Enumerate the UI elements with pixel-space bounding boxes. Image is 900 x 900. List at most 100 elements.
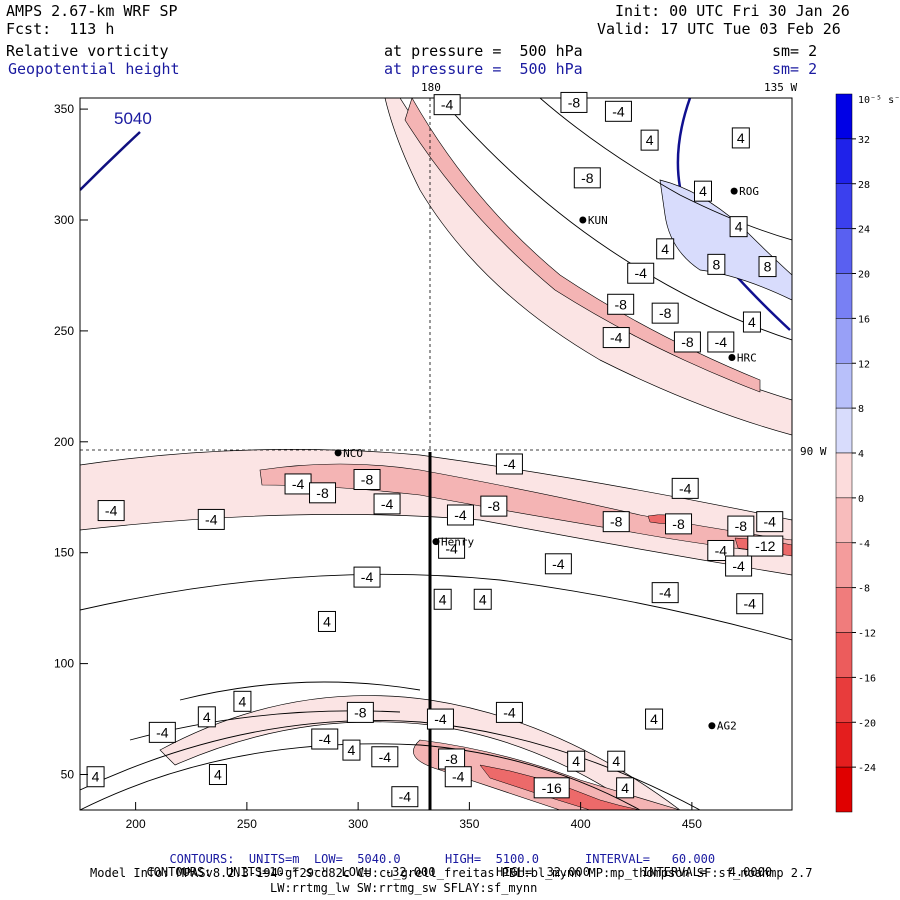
colorbar-tick-label: 20 (858, 270, 870, 281)
svg-text:-8: -8 (316, 485, 329, 501)
contour-label: -16 (533, 777, 570, 799)
contour-label: -4 (148, 721, 176, 743)
field1-name: Relative vorticity (6, 42, 169, 60)
svg-text:-4: -4 (381, 496, 394, 512)
svg-text:-8: -8 (361, 472, 374, 488)
svg-text:-4: -4 (715, 334, 728, 350)
svg-text:-4: -4 (292, 476, 305, 492)
svg-text:-8: -8 (681, 334, 694, 350)
svg-text:-4: -4 (634, 265, 647, 281)
svg-text:4: 4 (661, 241, 669, 257)
svg-text:-8: -8 (735, 518, 748, 534)
svg-text:4: 4 (612, 753, 620, 769)
svg-text:-4: -4 (452, 769, 465, 785)
svg-text:-8: -8 (568, 94, 581, 110)
init-time: Init: 00 UTC Fri 30 Jan 26 (615, 2, 850, 20)
contour-label: -4 (371, 746, 399, 768)
svg-text:4: 4 (735, 219, 743, 235)
y-tick-label: 300 (54, 213, 74, 227)
colorbar-tick-label: -16 (858, 673, 876, 684)
contour-label: -4 (373, 493, 401, 515)
svg-text:-4: -4 (503, 704, 516, 720)
svg-text:-8: -8 (672, 516, 685, 532)
contour-label: 4 (607, 750, 626, 772)
station-marker: ROG (730, 185, 759, 198)
contour-label: -4 (438, 537, 466, 559)
contour-label: -8 (673, 331, 701, 353)
svg-text:-4: -4 (434, 711, 447, 727)
svg-text:-4: -4 (156, 724, 169, 740)
field1-smoothing: sm= 2 (772, 42, 818, 60)
svg-text:-4: -4 (441, 97, 454, 113)
y-tick-label: 350 (54, 102, 74, 116)
x-tick-label: 300 (348, 817, 368, 831)
forecast-hour: Fcst: 113 h (6, 20, 115, 38)
contour-label: -4 (426, 708, 454, 730)
station-marker: AG2 (708, 720, 737, 733)
svg-text:-4: -4 (503, 456, 516, 472)
svg-text:-4: -4 (454, 507, 467, 523)
colorbar-segment (835, 318, 853, 364)
svg-text:Henry: Henry (441, 536, 474, 549)
svg-text:-4: -4 (732, 558, 745, 574)
lon-label-135w: 135 W (764, 81, 797, 94)
svg-text:-4: -4 (379, 749, 392, 765)
contour-label: 4 (742, 311, 761, 333)
contour-label: 8 (707, 253, 726, 275)
svg-text:4: 4 (646, 132, 654, 148)
svg-text:AG2: AG2 (717, 720, 737, 733)
contour-label: -8 (309, 482, 337, 504)
contour-label: -4 (602, 327, 630, 349)
y-tick-label: 50 (61, 768, 75, 782)
footer-vorticity-info: CONTOURS: UNITS=10⁻⁵ s⁻¹ LOW= -32.000 HIG… (146, 865, 773, 879)
contour-label: -8 (602, 511, 630, 533)
footer-model-info: Model Info: MPASv8.2.3-194-gf29cd82c CU:… (90, 866, 813, 880)
x-tick-label: 250 (237, 817, 257, 831)
colorbar-tick-label: 24 (858, 225, 870, 236)
contour-label: -8 (346, 701, 374, 723)
svg-text:-12: -12 (755, 538, 775, 554)
negative-band-middle (80, 449, 792, 576)
y-tick-label: 100 (54, 657, 74, 671)
contour-label: -4 (604, 100, 632, 122)
x-axis: 200 250 300 350 400 450 (126, 802, 702, 831)
colorbar-segment (835, 766, 853, 813)
field2-level: at pressure = 500 hPa (384, 60, 583, 78)
svg-text:-4: -4 (610, 330, 623, 346)
x-tick-label: 400 (571, 817, 591, 831)
svg-text:4: 4 (737, 130, 745, 146)
contour-label: -4 (495, 453, 523, 475)
contour-label: -8 (665, 513, 693, 535)
svg-text:-4: -4 (361, 569, 374, 585)
contour-label: -8 (573, 167, 601, 189)
contour-label: 4 (729, 216, 748, 238)
contour-label: 4 (342, 739, 361, 761)
svg-text:-8: -8 (614, 296, 627, 312)
contour-label: -4 (725, 555, 753, 577)
svg-text:4: 4 (650, 711, 658, 727)
field1-level: at pressure = 500 hPa (384, 42, 583, 60)
station-marker: KUN (579, 214, 608, 227)
svg-text:-4: -4 (715, 542, 728, 558)
svg-text:4: 4 (92, 769, 100, 785)
svg-text:4: 4 (621, 780, 629, 796)
colorbar: 32 28 24 20 16 12 8 4 0 -4 -8 -12 -16 -20 -24 (835, 93, 876, 813)
svg-text:-8: -8 (610, 514, 623, 530)
contour-label: -4 (544, 553, 572, 575)
svg-text:-8: -8 (488, 498, 501, 514)
x-tick-label: 350 (459, 817, 479, 831)
negative-core-ne (404, 98, 761, 393)
svg-text:-4: -4 (764, 514, 777, 530)
stations: ROG KUN HRC NCO Henry AG2 (334, 185, 759, 733)
svg-text:-16: -16 (542, 780, 562, 796)
colorbar-segment (835, 677, 853, 723)
svg-text:NCO: NCO (343, 447, 363, 460)
station-marker: HRC (728, 352, 757, 365)
colorbar-segment (835, 363, 853, 409)
colorbar-tick-label: -8 (858, 584, 870, 595)
contour-label: 4 (86, 766, 105, 788)
svg-text:4: 4 (479, 591, 487, 607)
svg-text:-4: -4 (612, 103, 625, 119)
colorbar-segment (835, 407, 853, 454)
